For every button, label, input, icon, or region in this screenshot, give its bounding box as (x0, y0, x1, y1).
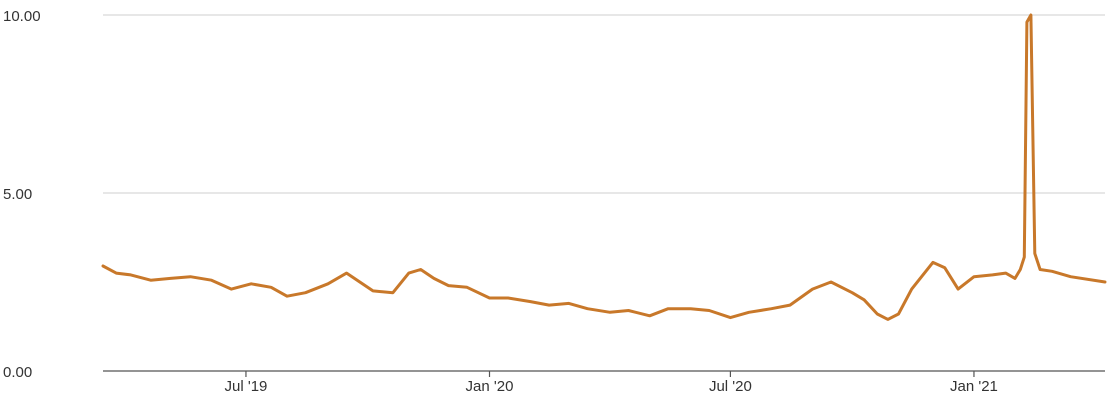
series-line-0 (101, 13, 1107, 321)
y-axis-ticks: 0.00 5.00 10.00 (3, 8, 41, 381)
y-tick-label: 10.00 (3, 8, 41, 25)
plot-area (101, 13, 1107, 321)
x-tick-label: Jul '20 (709, 378, 752, 393)
x-tick-label: Jul '19 (225, 378, 268, 393)
y-tick-label: 5.00 (3, 186, 32, 203)
y-tick-label: 0.00 (3, 364, 32, 381)
x-tick-label: Jan '20 (466, 378, 514, 393)
x-tick-label: Jan '21 (950, 378, 998, 393)
grid-lines (103, 14, 1105, 194)
x-axis-ticks: Jul '19 Jan '20 Jul '20 Jan '21 (225, 371, 998, 393)
